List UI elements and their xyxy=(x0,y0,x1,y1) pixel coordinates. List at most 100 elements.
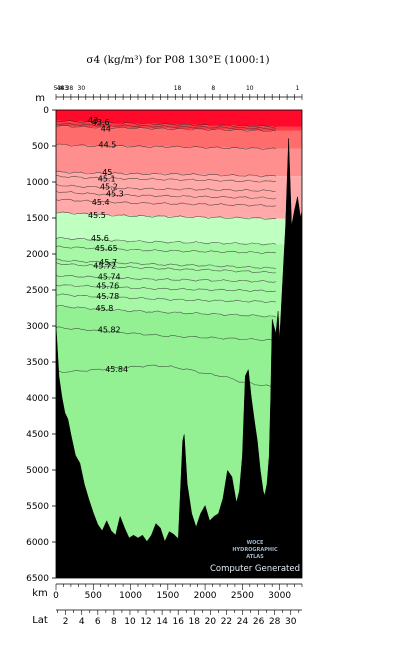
y-tick-label: 6500 xyxy=(26,574,49,584)
x-tick-label: 2000 xyxy=(194,591,217,601)
isopycnal-label: 45.8 xyxy=(96,304,114,313)
y-tick-label: 5500 xyxy=(26,502,49,512)
isopycnal-45.8 xyxy=(56,304,276,318)
isopycnal-43 xyxy=(56,120,277,128)
y-tick-label: 1500 xyxy=(26,214,49,224)
isopycnal-44.5 xyxy=(56,143,277,150)
isopycnal-label: 45.7 xyxy=(99,258,117,267)
depth-axis: 0 500 1000 1500 2000 2500 3000 3500 4000 4500 5000… xyxy=(26,106,56,584)
density-band-0 xyxy=(56,110,302,127)
y-tick-label: 6000 xyxy=(26,538,49,548)
latitude-axis: 2 4 6 8 10 12 14 16 18 20 22 24 26 28 30 xyxy=(56,609,302,627)
lat-tick-label: 10 xyxy=(124,617,136,627)
watermark-line: HYDROGRAPHIC xyxy=(232,547,278,553)
isopycnal-label: 43 xyxy=(88,116,98,125)
distance-axis: 0 500 1000 1500 2000 2500 3000 xyxy=(53,583,303,601)
isopycnal-label: 45.4 xyxy=(92,198,110,207)
lat-tick-label: 30 xyxy=(285,617,297,627)
isopycnal-label: 44 xyxy=(101,124,111,133)
plot-area: 4343.64444.54545.145.245.345.445.545.645… xyxy=(55,109,303,579)
density-band-2 xyxy=(56,125,302,149)
isopycnal-label: 45.74 xyxy=(98,272,121,281)
station-label: 48 xyxy=(57,85,65,92)
isopycnal-45 xyxy=(56,170,276,178)
isopycnal-45.4 xyxy=(56,198,276,207)
y-tick-label: 2500 xyxy=(26,286,49,296)
y-tick-label: 3500 xyxy=(26,358,49,368)
isopycnal-45.7 xyxy=(56,258,276,269)
bathymetry xyxy=(56,138,302,578)
y-tick-label: 500 xyxy=(32,142,49,152)
x-tick-label: 3000 xyxy=(268,591,291,601)
isopycnal-label: 44.5 xyxy=(98,141,116,150)
isopycnal-45.74 xyxy=(56,274,276,283)
isopycnal-label: 45.82 xyxy=(98,326,121,335)
watermark-line: WOCE xyxy=(247,540,264,546)
lat-tick-label: 12 xyxy=(140,617,151,627)
station-label: 10 xyxy=(246,85,254,92)
y-tick-label: 2000 xyxy=(26,250,49,260)
station-label: 1 xyxy=(296,85,300,92)
lat-tick-label: 24 xyxy=(237,617,249,627)
lat-tick-label: 14 xyxy=(156,617,168,627)
lat-tick-label: 2 xyxy=(63,617,69,627)
isopycnal-45.2 xyxy=(56,183,276,193)
station-label: 30 xyxy=(78,85,86,92)
isopycnal-label: 45.5 xyxy=(88,211,106,220)
x-tick-label: 0 xyxy=(53,591,59,601)
y-tick-label: 4500 xyxy=(26,430,49,440)
station-label: 43 xyxy=(60,85,68,92)
computer-generated-note: Computer Generated xyxy=(210,564,300,574)
isopycnal-43.6 xyxy=(56,122,276,130)
distance-unit-label: km xyxy=(32,588,48,599)
density-band-6 xyxy=(56,238,302,317)
y-tick-label: 0 xyxy=(43,106,49,116)
station-label: 38 xyxy=(66,85,74,92)
chart-title: σ4 (kg/m³) for P08 130°E (1000:1) xyxy=(86,54,269,66)
isopycnal-label: 45.6 xyxy=(91,234,109,243)
lat-tick-label: 4 xyxy=(79,617,85,627)
lat-tick-label: 18 xyxy=(189,617,201,627)
isopycnal-45.5 xyxy=(56,211,276,220)
y-tick-label: 1000 xyxy=(26,178,49,188)
x-tick-label: 1000 xyxy=(119,591,142,601)
isopycnal-45.82 xyxy=(56,326,276,341)
isopycnal-label: 45.2 xyxy=(100,182,118,191)
watermark-line: ATLAS xyxy=(246,554,264,560)
lat-tick-label: 22 xyxy=(221,617,232,627)
lat-tick-label: 26 xyxy=(253,617,265,627)
isopycnal-label: 43.6 xyxy=(92,118,110,127)
station-label: 8 xyxy=(211,85,215,92)
density-band-4 xyxy=(56,171,302,219)
lat-tick-label: 6 xyxy=(95,617,101,627)
latitude-unit-label: Lat xyxy=(32,615,48,626)
lat-tick-label: 20 xyxy=(205,617,217,627)
station-label: 18 xyxy=(174,85,182,92)
lat-tick-label: 16 xyxy=(172,617,184,627)
isopycnal-label: 45.3 xyxy=(106,190,124,199)
y-tick-label: 3000 xyxy=(26,322,49,332)
lat-tick-label: 28 xyxy=(269,617,281,627)
isopycnal-45.65 xyxy=(56,245,276,254)
isopycnal-label: 45.84 xyxy=(105,365,128,374)
isopycnal-45.76 xyxy=(56,284,276,292)
density-band-5 xyxy=(56,212,302,245)
isopycnal-45.3 xyxy=(56,190,277,200)
isopycnal-label: 45.78 xyxy=(96,292,119,301)
isopycnal-45.6 xyxy=(56,237,277,246)
x-tick-label: 1500 xyxy=(156,591,179,601)
isopycnal-label: 45.72 xyxy=(93,262,116,271)
isopycnal-label: 45 xyxy=(102,168,112,177)
x-tick-label: 500 xyxy=(85,591,102,601)
plot-layers xyxy=(56,110,302,578)
x-tick-label: 2500 xyxy=(231,591,254,601)
isopycnal-44 xyxy=(56,125,276,132)
isopycnal-45.84 xyxy=(56,364,276,388)
isopycnal-45.78 xyxy=(56,293,276,304)
depth-unit-label: m xyxy=(35,93,45,104)
y-tick-label: 4000 xyxy=(26,394,49,404)
lat-tick-label: 8 xyxy=(111,617,117,627)
isopycnal-45.1 xyxy=(56,175,276,183)
